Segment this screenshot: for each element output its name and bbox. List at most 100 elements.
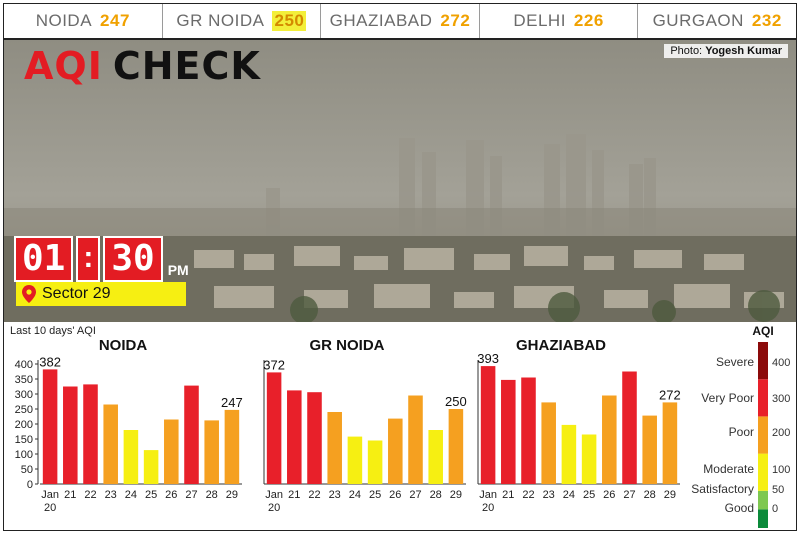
ticker-aqi-value: 247 [100,11,130,30]
aqi-charts-area: Last 10 days' AQI 0 50 100 150 200 250 300 350 40… [4,322,796,530]
ticker-aqi-value: 226 [573,11,604,30]
x-tick-label: 20 [268,502,280,514]
photo-credit-name: Yogesh Kumar [705,45,782,57]
y-tick-label: 200 [15,419,33,431]
x-tick-label: 28 [644,489,656,501]
ticker-city-name: DELHI [513,11,566,30]
legend-label: Severe [716,355,754,369]
x-tick-label: Jan [41,489,59,501]
y-tick-label: 0 [27,479,33,491]
data-label: 272 [659,387,681,402]
legend-tick: 0 [772,503,778,515]
x-tick-label: 20 [482,502,494,514]
x-tick-label: 27 [185,489,197,501]
bar-gr-noida-2 [307,392,322,484]
legend-tick: 400 [772,357,790,369]
legend-title: AQI [752,324,773,338]
bar-ghaziabad-9 [662,402,678,484]
location-label: Sector 29 [42,285,111,302]
legend-tick: 50 [772,484,784,496]
bar-ghaziabad-4 [561,424,577,484]
legend-label: Very Poor [701,391,754,405]
x-tick-label: 23 [105,489,117,501]
x-tick-label: 22 [308,489,320,501]
bar-gr-noida-6 [388,418,403,484]
legend-band-very-poor [758,379,768,417]
x-tick-label: 25 [145,489,157,501]
bar-gr-noida-8 [428,430,443,484]
bar-noida-9 [224,409,240,484]
x-tick-label: 21 [288,489,300,501]
bar-noida-8 [204,420,219,484]
x-tick-label: 22 [84,489,96,501]
infographic-frame [3,3,797,531]
legend-band-good [758,509,768,528]
location-tag: Sector 29 [16,282,186,306]
y-tick-label: 350 [15,374,33,386]
ticker-aqi-value: 232 [751,11,782,30]
x-tick-label: 25 [583,489,595,501]
legend-band-poor [758,416,768,454]
x-tick-label: Jan [265,489,283,501]
ticker-item-gr-noida: GR NOIDA 250 [161,4,321,38]
bar-ghaziabad-2 [521,377,536,484]
bar-noida-3 [103,404,118,484]
y-tick-label: 300 [15,389,33,401]
data-label: 250 [445,394,467,409]
x-tick-label: 26 [389,489,401,501]
clock-suffix: PM [167,262,189,278]
photo-credit: Photo: Yogesh Kumar [664,44,788,58]
bar-gr-noida-0 [266,372,282,484]
clock-separator: : [76,236,101,282]
clock-hour: 01 [14,236,74,282]
location-pin-icon [22,285,36,303]
x-tick-label: 20 [44,502,56,514]
x-tick-label: 27 [409,489,421,501]
y-tick-label: 50 [21,464,33,476]
bar-noida-5 [143,450,159,484]
clock-minute: 30 [103,236,163,282]
photo-credit-prefix: Photo: [670,45,703,57]
legend-band-severe [758,342,768,380]
bar-ghaziabad-5 [581,434,597,484]
aqi-bar-charts: Last 10 days' AQI05010015020025030035040… [10,324,790,528]
bar-ghaziabad-1 [501,379,516,484]
x-tick-label: 25 [369,489,381,501]
bar-ghaziabad-7 [622,371,637,484]
bar-ghaziabad-6 [602,395,617,484]
legend-band-moderate [758,453,768,491]
ticker-city-name: NOIDA [35,11,93,30]
x-tick-label: 23 [543,489,555,501]
city-aqi-ticker: NOIDA 247 GR NOIDA 250 GHAZIABAD 272 DEL… [4,4,796,40]
time-display: 01 : 30 PM [14,236,189,282]
x-tick-label: 29 [226,489,238,501]
legend-label: Good [725,501,754,515]
bar-noida-4 [123,430,139,484]
panel-title: GHAZIABAD [516,337,606,354]
x-tick-label: 21 [64,489,76,501]
data-label: 247 [221,395,243,410]
foreground-trees [290,290,780,322]
bar-noida-0 [42,369,58,484]
data-label: 393 [477,351,499,366]
x-tick-label: 29 [450,489,462,501]
bar-gr-noida-9 [448,409,464,484]
x-tick-label: 21 [502,489,514,501]
legend-label: Satisfactory [691,482,754,496]
y-tick-label: 150 [15,434,33,446]
x-tick-label: 27 [623,489,635,501]
x-tick-label: 28 [206,489,218,501]
y-tick-label: 400 [15,359,33,371]
x-tick-label: 24 [563,489,575,501]
legend-tick: 200 [772,427,790,439]
bar-noida-7 [184,385,199,484]
bar-noida-6 [164,419,179,484]
ticker-aqi-value: 272 [440,11,471,30]
bar-noida-1 [63,386,78,484]
bar-ghaziabad-3 [541,402,556,484]
x-tick-label: 26 [603,489,615,501]
bar-ghaziabad-0 [480,366,496,484]
page-title: AQI CHECK [24,44,261,88]
bar-gr-noida-4 [347,436,363,484]
x-tick-label: 24 [349,489,361,501]
